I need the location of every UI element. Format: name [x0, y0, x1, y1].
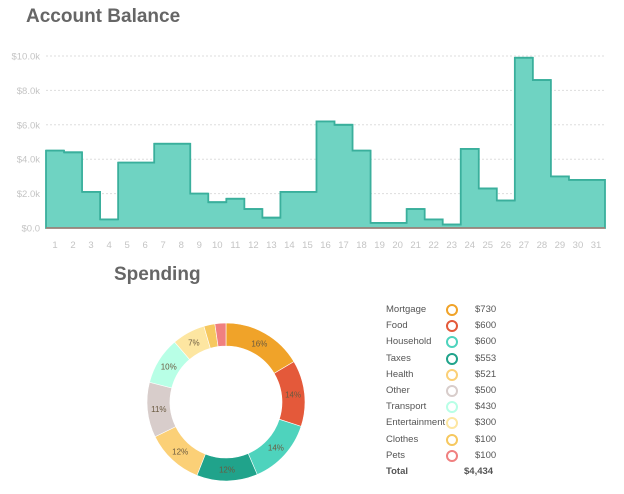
- legend-amount: $521: [475, 368, 497, 380]
- account-balance-chart: $0.0$2.0k$4.0k$6.0k$8.0k$10.0k1 2 3 4 5 6 7 8 9 1…: [11, 52, 606, 251]
- x-tick-label: 9: [197, 240, 202, 251]
- x-tick-label: 10: [212, 240, 223, 251]
- donut-percent-label: 11%: [151, 405, 166, 414]
- x-tick-label: 30: [573, 240, 584, 251]
- legend-item-entertainment: Entertainment $300: [386, 415, 516, 431]
- legend-label: Household: [386, 336, 432, 348]
- x-tick-label: 14: [284, 240, 295, 251]
- legend-item-other: Other $500: [386, 383, 516, 399]
- x-tick-label: 8: [179, 240, 184, 251]
- y-tick-label: $2.0k: [17, 189, 40, 200]
- legend-label: Food: [386, 320, 408, 332]
- account-balance-title: Account Balance: [26, 6, 181, 27]
- donut-percent-label: 14%: [285, 391, 301, 400]
- donut-percent-label: 16%: [251, 339, 267, 348]
- legend-swatch-icon: [446, 384, 458, 397]
- x-tick-label: 28: [537, 240, 548, 251]
- x-tick-label: 1: [52, 240, 57, 251]
- x-tick-label: 27: [519, 240, 530, 251]
- legend-label: Taxes: [386, 352, 411, 364]
- legend-total-row: Total $4,434: [386, 464, 516, 480]
- legend-label: Clothes: [386, 433, 419, 445]
- spending-title: Spending: [114, 264, 201, 285]
- legend-item-household: Household $600: [386, 334, 516, 350]
- x-tick-label: 2: [70, 240, 75, 251]
- y-tick-label: $0.0: [22, 224, 41, 235]
- legend-label: Mortgage: [386, 304, 427, 315]
- legend-amount: $100: [475, 449, 497, 461]
- x-tick-label: 19: [374, 240, 385, 251]
- x-tick-label: 26: [501, 240, 512, 251]
- x-tick-label: 29: [555, 240, 566, 251]
- legend-item-clothes: Clothes $100: [386, 432, 516, 448]
- x-tick-label: 4: [106, 240, 111, 251]
- x-tick-label: 31: [591, 240, 602, 251]
- legend-swatch-icon: [446, 352, 458, 365]
- x-tick-label: 16: [320, 240, 331, 251]
- legend-item-food: Food $600: [386, 318, 516, 334]
- x-tick-label: 11: [230, 240, 240, 251]
- legend-swatch-icon: [446, 304, 458, 316]
- legend-swatch-icon: [446, 336, 458, 349]
- legend-label: Entertainment: [386, 417, 446, 429]
- legend-amount: $553: [475, 352, 497, 364]
- x-tick-label: 3: [88, 240, 93, 251]
- legend-item-pets: Pets $100: [386, 448, 516, 464]
- legend-swatch-icon: [446, 368, 458, 381]
- y-tick-label: $10.0k: [11, 52, 40, 63]
- legend-amount: $100: [475, 433, 497, 445]
- legend-swatch-icon: [446, 417, 458, 430]
- legend-swatch-icon: [446, 449, 458, 462]
- legend-total-label: Total: [386, 465, 408, 477]
- x-tick-label: 6: [143, 240, 148, 251]
- x-tick-label: 7: [161, 240, 166, 251]
- legend-swatch-icon: [446, 401, 458, 414]
- spending-donut-chart: 16% 14% 14% 12% 12% 11% 10% 7%: [146, 322, 306, 482]
- donut-percent-label: 14%: [268, 443, 284, 452]
- legend-swatch-icon: [446, 433, 458, 446]
- x-tick-label: 15: [302, 240, 313, 251]
- x-tick-label: 22: [428, 240, 439, 251]
- y-tick-label: $8.0k: [17, 86, 40, 97]
- x-tick-label: 5: [124, 240, 129, 251]
- donut-percent-label: 7%: [188, 339, 200, 348]
- legend-label: Other: [386, 384, 410, 396]
- legend-total-value: $4,434: [464, 465, 494, 477]
- spending-legend: Mortgage $730 Food $600 Household $600 Taxes $5…: [386, 302, 516, 480]
- legend-label: Pets: [386, 449, 406, 461]
- x-tick-label: 18: [356, 240, 367, 251]
- legend-swatch-icon: [446, 320, 458, 333]
- legend-amount: $730: [475, 304, 497, 315]
- legend-amount: $600: [475, 320, 497, 332]
- legend-label: Health: [386, 368, 414, 380]
- legend-item-taxes: Taxes $553: [386, 351, 516, 367]
- x-tick-label: 25: [483, 240, 494, 251]
- donut-slice-pets: [214, 322, 227, 347]
- legend-item-health: Health $521: [386, 367, 516, 383]
- legend-item-transport: Transport $430: [386, 399, 516, 415]
- x-tick-label: 17: [338, 240, 349, 251]
- legend-amount: $300: [475, 417, 497, 429]
- donut-percent-label: 10%: [161, 362, 177, 371]
- x-tick-label: 13: [266, 240, 277, 251]
- legend-amount: $600: [475, 336, 497, 348]
- donut-percent-label: 12%: [219, 465, 235, 474]
- y-tick-label: $6.0k: [17, 120, 40, 131]
- legend-amount: $500: [475, 384, 497, 396]
- legend-item-mortgage: Mortgage $730: [386, 302, 516, 318]
- legend-label: Transport: [386, 401, 427, 413]
- x-tick-label: 24: [464, 240, 475, 251]
- x-tick-label: 12: [248, 240, 259, 251]
- x-tick-label: 20: [392, 240, 403, 251]
- x-tick-label: 23: [446, 240, 457, 251]
- donut-percent-label: 12%: [172, 448, 188, 457]
- x-tick-label: 21: [410, 240, 421, 251]
- balance-area: [45, 56, 606, 229]
- legend-amount: $430: [475, 401, 497, 413]
- y-tick-label: $4.0k: [17, 155, 40, 166]
